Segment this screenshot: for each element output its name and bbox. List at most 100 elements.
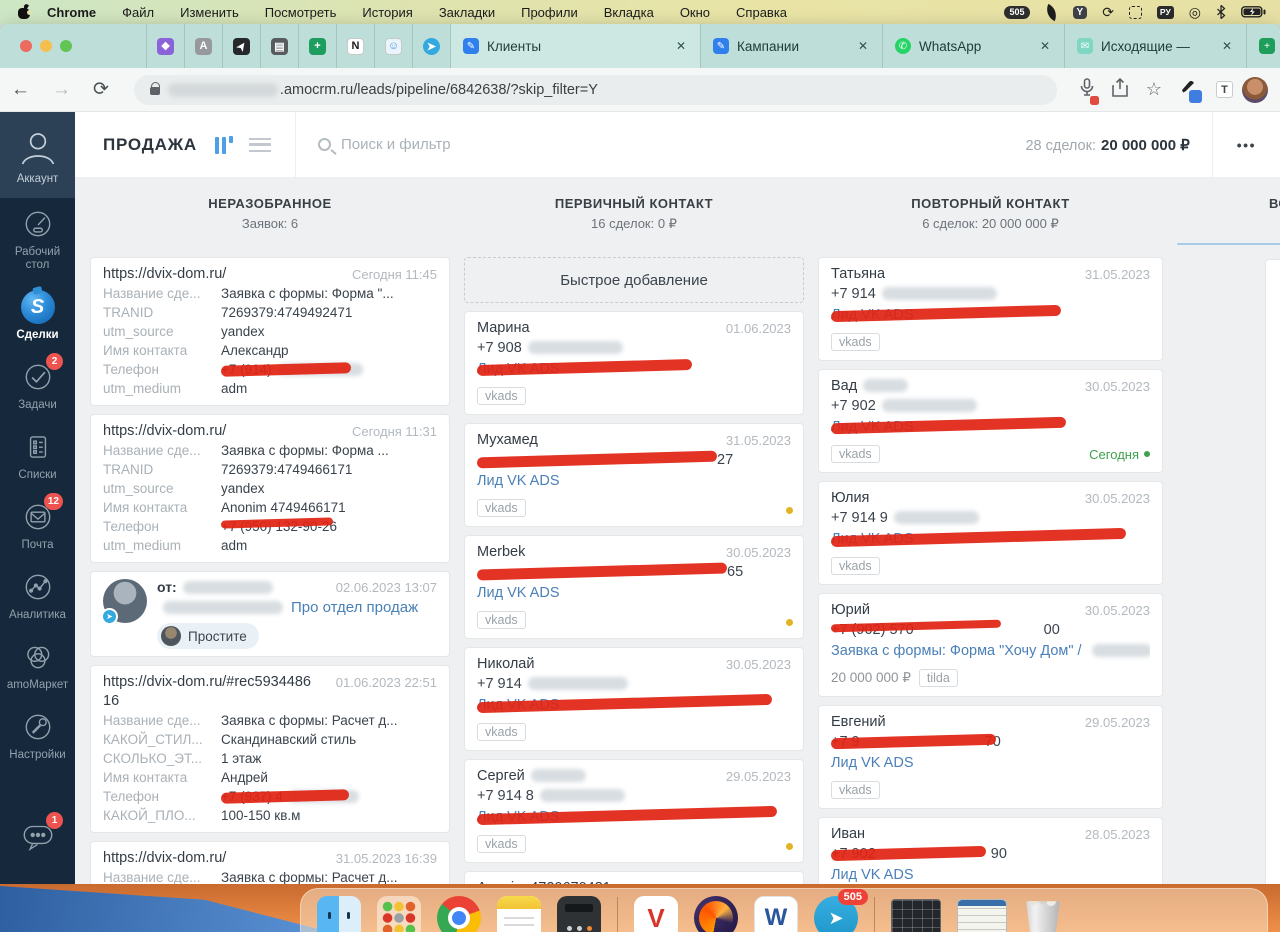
sidebar-item-Задачи[interactable]: Задачи 2 [0,351,75,421]
lead-link[interactable]: Лид VK ADS [477,694,791,716]
dock-firefox-icon[interactable] [694,896,738,932]
contact-name[interactable]: Евгений [831,714,886,730]
deal-card[interactable]: https://dvix-dom.ru/31.05.2023 16:39 Назв… [90,841,450,888]
dock-notes-icon[interactable] [497,896,541,932]
feather-icon[interactable] [1042,3,1060,21]
sidebar-item-Аналитика[interactable]: Аналитика [0,561,75,631]
contact-name[interactable]: Татьяна [831,266,886,282]
sidebar-chat-button[interactable]: 1 [0,810,75,862]
microphone-icon[interactable] [1080,77,1099,105]
lock-icon[interactable] [149,82,161,95]
dock-word-icon[interactable]: W [754,896,798,932]
lead-link[interactable]: Лид VK ADS [831,528,1150,550]
lead-link[interactable]: Лид VK ADS [477,473,560,489]
deal-card[interactable]: https://dvix-dom.ru/Сегодня 11:31 Названи… [90,414,450,563]
list-view-icon[interactable] [248,137,271,152]
lead-link[interactable]: Заявка с формы: Форма "Хочу Дом" / .. [831,640,1150,662]
tag-chip[interactable]: vkads [477,499,526,517]
sidebar-item-Рабочий стол[interactable]: Рабочий стол [0,198,75,281]
deal-card[interactable]: Вад 30.05.2023 +7 902Лид VK ADS vkads Сегодн… [818,369,1163,473]
battery-icon[interactable] [1241,6,1266,18]
zoom-window-button[interactable] [60,40,72,52]
lead-link[interactable]: Лид VK ADS [477,806,791,828]
tag-chip[interactable]: vkads [477,387,526,405]
pinned-ext-translate[interactable]: A [184,24,222,68]
contact-name[interactable]: Юрий [831,602,870,618]
dock-calculator-icon[interactable] [557,896,601,932]
deal-card[interactable]: Татьяна 31.05.2023 +7 914Лид VK ADS vkads [818,257,1163,361]
sync-icon[interactable]: ⟳ [1102,4,1114,20]
menu-item-изменить[interactable]: Изменить [180,4,239,20]
tab-Кампании[interactable]: ✎ Кампании ✕ [700,24,882,68]
lead-link[interactable]: Лид VK ADS [477,585,560,601]
pinned-ext-notion[interactable]: N [336,24,374,68]
lead-link[interactable]: Лид VK ADS [831,867,914,883]
menu-item-вкладка[interactable]: Вкладка [603,4,654,20]
search-input[interactable] [340,136,1026,153]
browser-profile-avatar[interactable] [1242,76,1268,103]
deal-card[interactable]: ➤ от: 02.06.2023 13:07 Про отдел продаж Прос… [90,571,450,657]
menu-item-справка[interactable]: Справка [736,4,788,20]
sidebar-item-Списки[interactable]: Списки [0,421,75,491]
menu-item-файл[interactable]: Файл [122,4,155,20]
eyedropper-extension-icon[interactable] [1180,80,1202,103]
notification-badge[interactable]: 505 [1004,5,1030,19]
sidebar-item-Аккаунт[interactable]: Аккаунт [0,112,75,198]
dock-window-spreadsheet-icon[interactable] [891,899,941,932]
pinned-ext-telegram[interactable]: ➤ [412,24,450,68]
contact-name[interactable]: Иван [831,826,866,842]
contact-name[interactable]: Мухамед [477,432,538,448]
kanban-view-icon[interactable] [214,135,233,154]
contact-name[interactable]: Merbek [477,544,526,560]
pinned-ext-sheets[interactable]: + [298,24,336,68]
dock-window-document-icon[interactable] [957,899,1007,932]
pinned-ext-smiley[interactable]: ☺ [374,24,412,68]
yandex-icon[interactable]: Y [1072,5,1088,19]
url-text[interactable]: .amocrm.ru/leads/pipeline/6842638/?skip_… [279,81,598,98]
menu-item-окно[interactable]: Окно [679,4,711,20]
tag-chip[interactable]: vkads [831,333,880,351]
apple-menu-icon[interactable] [18,3,32,19]
tag-chip[interactable]: vkads [831,557,880,575]
pinned-ext-purple[interactable]: ❖ [146,24,184,68]
dock-finder-icon[interactable] [317,896,361,932]
tag-chip[interactable]: vkads [831,781,880,799]
tag-chip[interactable]: vkads [477,611,526,629]
deal-card[interactable]: Merbek 30.05.2023 65 Лид VK ADS vkads [464,535,804,639]
message-link[interactable]: Про отдел продаж [291,599,419,616]
lead-url[interactable]: https://dvix-dom.ru/ [103,423,227,439]
tag-chip[interactable]: vkads [477,723,526,741]
lead-link[interactable]: Лид VK ADS [831,304,1150,326]
tag-chip[interactable]: tilda [918,669,958,687]
back-button[interactable]: ← [11,78,30,100]
sidebar-item-amoМаркет[interactable]: amoМаркет [0,631,75,701]
more-menu-button[interactable]: ••• [1211,112,1280,177]
menu-item-chrome[interactable]: Chrome [47,4,97,20]
input-language[interactable]: РУ [1156,5,1174,19]
quick-add-button[interactable]: Быстрое добавление [464,257,804,303]
lead-url[interactable]: https://dvix-dom.ru/ [103,850,227,866]
dock-launchpad-icon[interactable] [377,896,421,932]
tab-WhatsApp[interactable]: ✆ WhatsApp ✕ [882,24,1064,68]
dock-trash-icon[interactable] [1026,901,1060,932]
dock-mail-icon[interactable]: V [634,896,678,932]
lead-link[interactable]: Лид VK ADS [831,755,914,771]
pinned-ext-journal[interactable]: ▤ [260,24,298,68]
deal-card[interactable]: Юлия 30.05.2023 +7 914 9Лид VK ADS vkads [818,481,1163,585]
dock-telegram-icon[interactable]: ➤ 505 [814,889,868,932]
deal-card[interactable]: https://dvix-dom.ru/#rec593448616 01.06.2… [90,665,450,833]
deal-card[interactable]: Юрий 30.05.2023+7 (902) 57000Заявка с фор… [818,593,1163,697]
tab-close-icon[interactable]: ✕ [1221,39,1232,53]
deal-card[interactable]: Николай 30.05.2023 +7 914Лид VK ADS vkads [464,647,804,751]
reply-chip[interactable]: Простите [157,623,259,649]
menu-item-история[interactable]: История [362,4,413,20]
tab-close-icon[interactable]: ✕ [857,39,868,53]
tab-close-icon[interactable]: ✕ [675,39,686,53]
contact-name[interactable]: Юлия [831,490,870,506]
reload-button[interactable]: ⟳ [93,79,109,100]
deal-card[interactable]: Мухамед 31.05.2023 27 Лид VK ADS vkads [464,423,804,527]
deal-card[interactable]: Евгений 29.05.2023 +7 970 Лид VK ADS vkads [818,705,1163,809]
deal-card[interactable]: Сергей 29.05.2023 +7 914 8Лид VK ADS vkads [464,759,804,863]
sidebar-item-Сделки[interactable]: S Сделки [0,281,75,351]
